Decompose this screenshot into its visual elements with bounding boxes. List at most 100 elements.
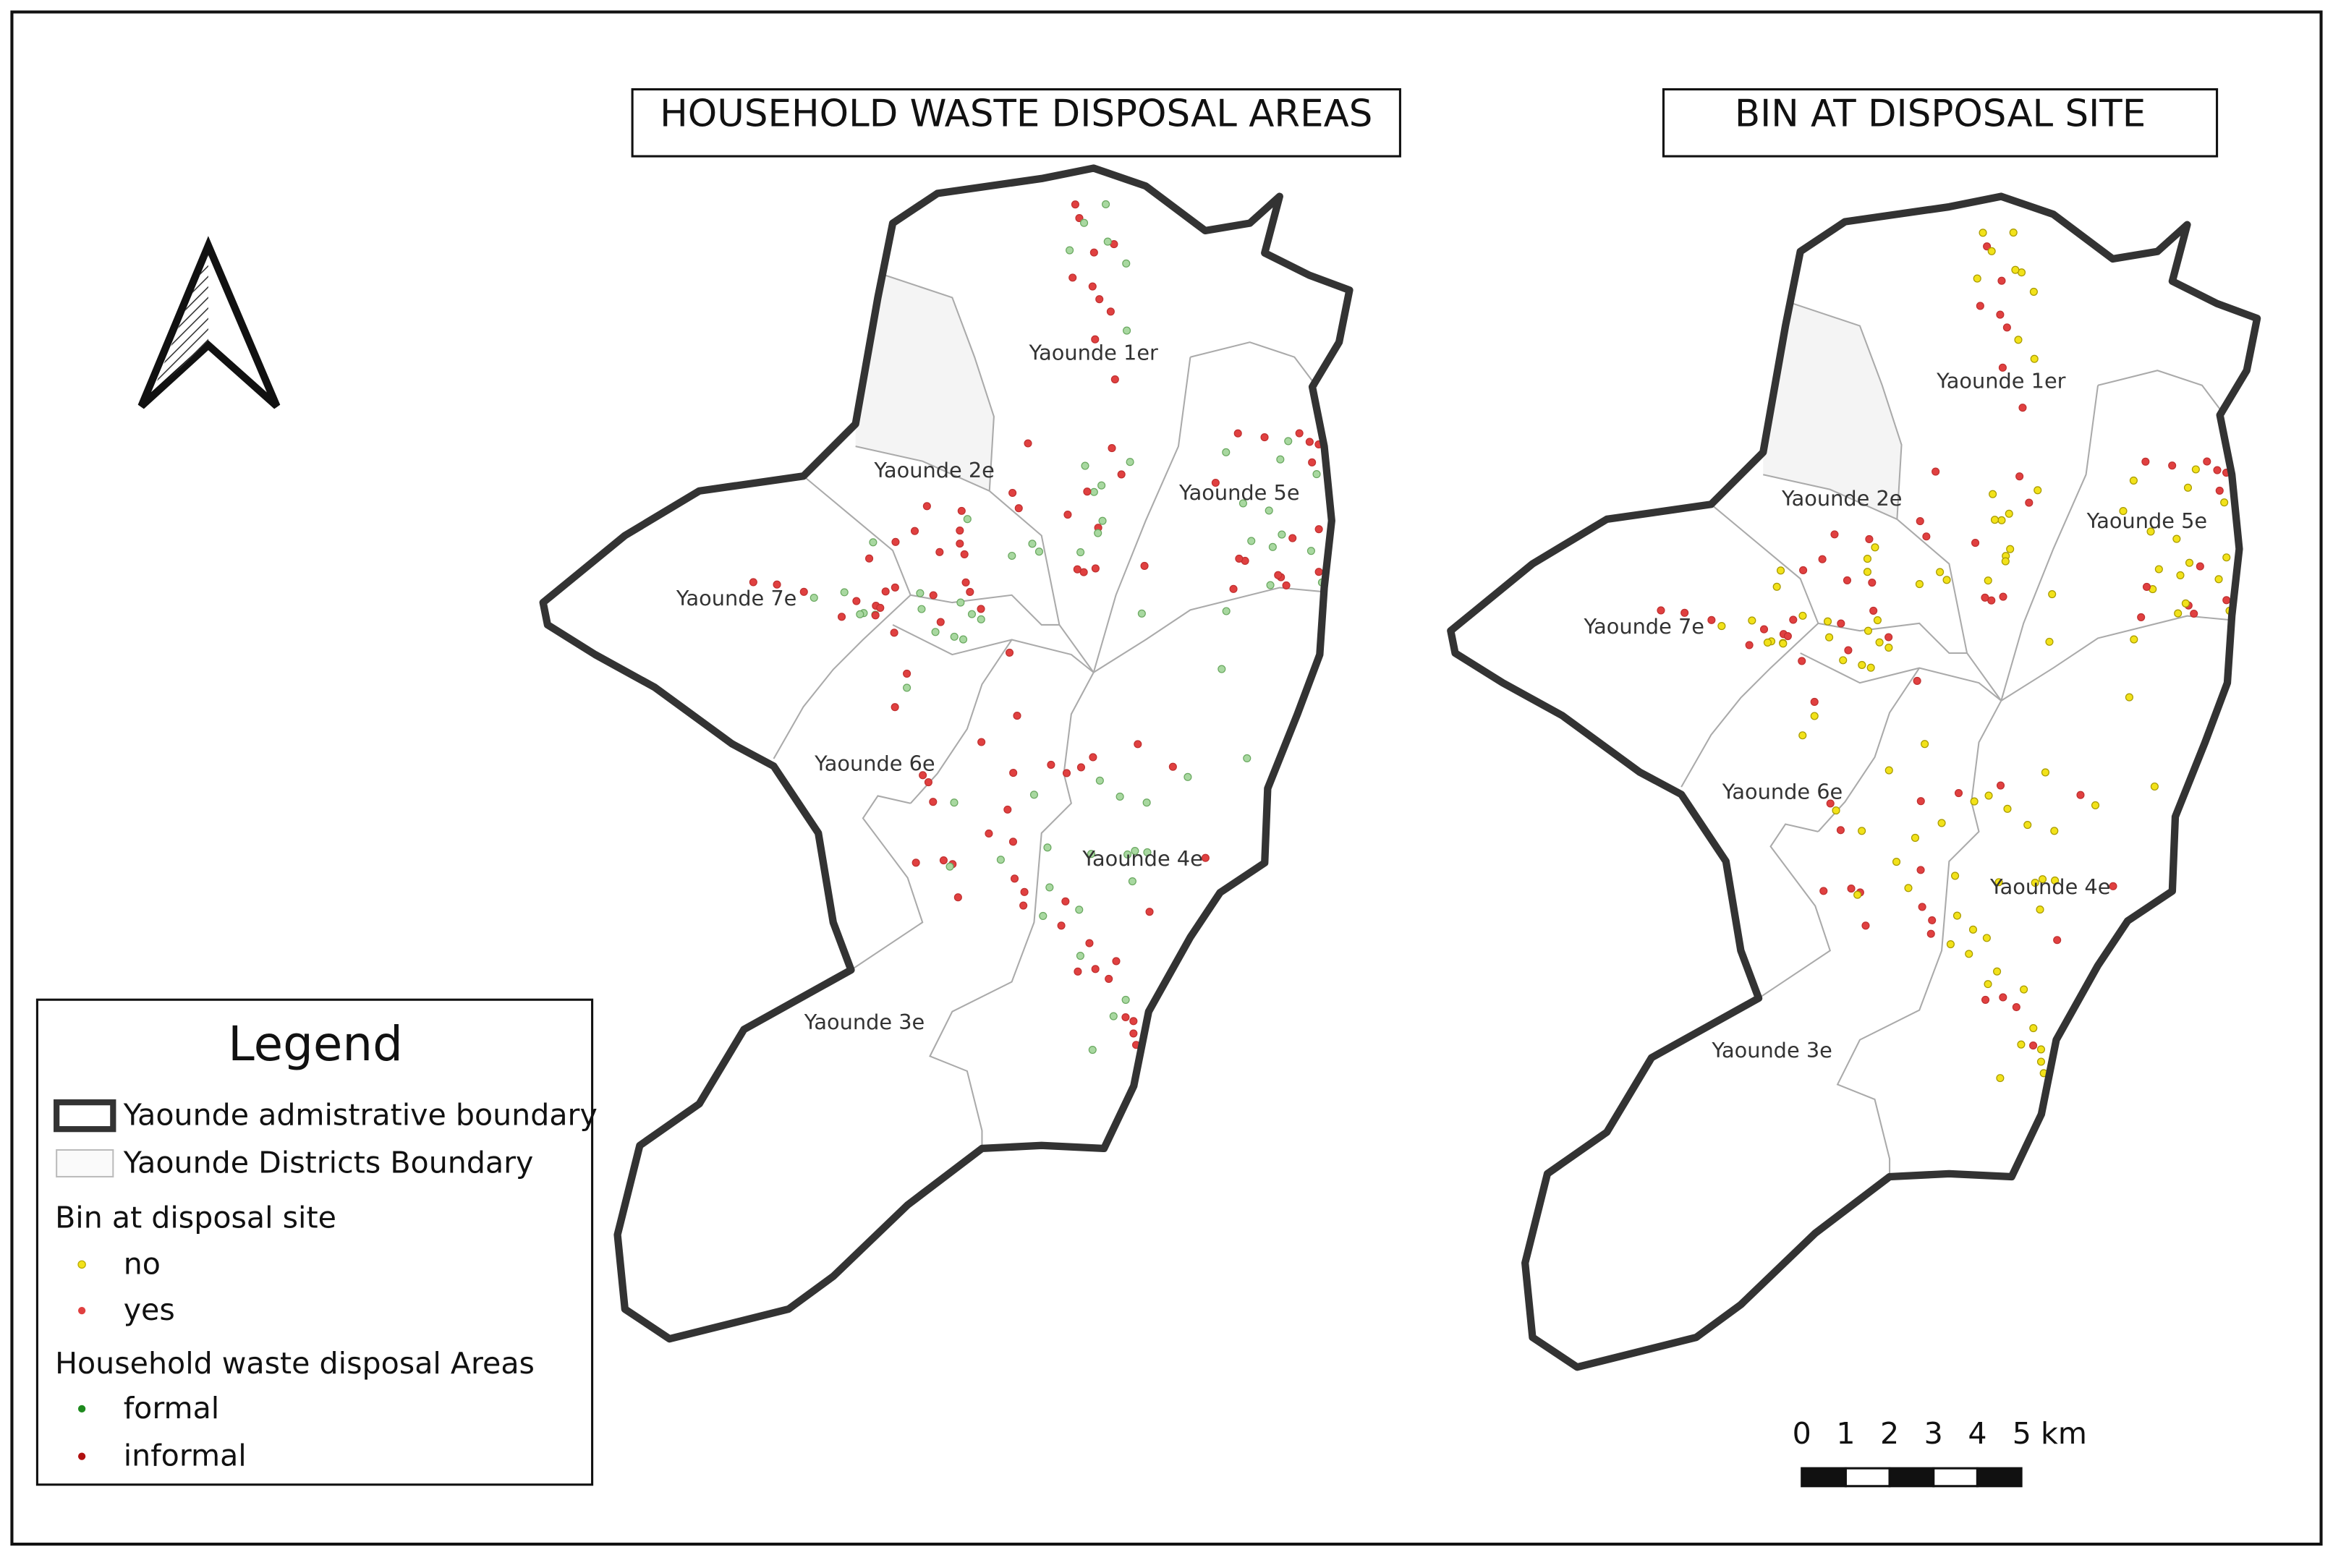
- disposal-point: [1936, 568, 1945, 576]
- district-map: Yaounde 1er Yaounde 2e Yaounde 5e Yaounde 7…: [539, 164, 1354, 1343]
- district-2e-fill: [855, 275, 994, 491]
- disposal-point: [1129, 1017, 1138, 1026]
- disposal-point: [996, 856, 1005, 864]
- disposal-point: [2031, 879, 2039, 887]
- disposal-point: [1772, 582, 1781, 591]
- scale-label: 2: [1880, 1416, 1899, 1451]
- disposal-point: [1312, 470, 1321, 479]
- disposal-point: [960, 550, 969, 558]
- disposal-point: [1864, 626, 1873, 635]
- disposal-point: [1121, 1013, 1130, 1022]
- disposal-point: [1117, 470, 1126, 479]
- disposal-point: [1128, 877, 1136, 886]
- disposal-point: [1825, 633, 1834, 642]
- disposal-point: [1115, 792, 1124, 801]
- disposal-point: [2130, 635, 2138, 644]
- disposal-point: [950, 632, 959, 641]
- disposal-point: [2020, 985, 2028, 994]
- disposal-point: [1996, 781, 2005, 790]
- district-label: Yaounde 4e: [1081, 846, 1203, 871]
- disposal-point: [1028, 540, 1037, 548]
- disposal-point: [1837, 619, 1845, 628]
- disposal-point: [749, 578, 757, 587]
- disposal-point: [1013, 712, 1021, 720]
- disposal-point: [1832, 806, 1840, 815]
- disposal-point: [1076, 952, 1084, 960]
- district-boundary: [1793, 302, 2235, 702]
- disposal-point: [1904, 884, 1913, 892]
- disposal-point: [891, 703, 899, 712]
- disposal-point: [1314, 568, 1323, 576]
- disposal-point: [1748, 616, 1756, 625]
- district-label: Yaounde 3e: [1711, 1038, 1832, 1062]
- district-label: Yaounde 2e: [873, 458, 995, 482]
- disposal-point: [1008, 838, 1018, 846]
- disposal-point: [967, 610, 977, 618]
- district-label: Yaounde 1er: [1029, 341, 1158, 365]
- disposal-point: [2142, 582, 2151, 592]
- disposal-point: [2015, 472, 2024, 481]
- disposal-point: [1946, 939, 1955, 949]
- disposal-point: [1020, 887, 1029, 896]
- disposal-point: [2011, 265, 2020, 274]
- disposal-point: [1075, 906, 1084, 914]
- disposal-point: [1779, 639, 1788, 648]
- disposal-point: [1266, 581, 1275, 589]
- disposal-point: [1971, 539, 1980, 547]
- disposal-point: [2213, 466, 2222, 474]
- disposal-point: [1922, 532, 1931, 541]
- district-label: Yaounde 2e: [1781, 486, 1903, 511]
- disposal-point: [2220, 498, 2229, 507]
- disposal-point: [1999, 993, 2007, 1002]
- district-boundary: [1092, 357, 1191, 673]
- disposal-point: [2154, 565, 2163, 574]
- disposal-point: [1826, 799, 1835, 808]
- legend-item: Yaounde Districts Boundary: [123, 1146, 534, 1180]
- disposal-point: [2125, 693, 2133, 702]
- disposal-point: [1010, 874, 1019, 883]
- disposal-point: [1211, 478, 1220, 487]
- district-boundary: [802, 475, 1060, 626]
- disposal-point: [1134, 740, 1142, 749]
- disposal-point: [1109, 1012, 1118, 1021]
- disposal-point: [1843, 576, 1852, 584]
- disposal-point: [2196, 562, 2204, 571]
- district-boundary: [1710, 503, 1968, 655]
- disposal-point: [1918, 903, 1926, 911]
- disposal-point: [1062, 769, 1071, 777]
- disposal-point: [961, 578, 970, 587]
- disposal-point: [903, 669, 911, 678]
- disposal-point: [2034, 486, 2042, 495]
- disposal-point: [1984, 791, 1993, 800]
- disposal-point: [1073, 565, 1081, 574]
- disposal-point: [1061, 897, 1070, 906]
- disposal-point: [1987, 247, 1996, 255]
- disposal-point: [1968, 925, 1978, 934]
- disposal-point: [1024, 439, 1032, 448]
- disposal-point: [977, 738, 986, 746]
- disposal-point: [939, 856, 948, 865]
- disposal-point: [950, 798, 959, 807]
- district-label: Yaounde 6e: [1722, 779, 1843, 804]
- disposal-point: [956, 598, 965, 607]
- disposal-point: [977, 615, 985, 623]
- disposal-point: [1094, 529, 1102, 537]
- disposal-point: [1869, 606, 1878, 615]
- disposal-point: [2129, 476, 2138, 485]
- disposal-point: [1970, 797, 1979, 806]
- disposal-point: [1798, 657, 1806, 665]
- disposal-point: [840, 588, 849, 597]
- disposal-point: [1089, 248, 1098, 257]
- disposal-point: [959, 635, 968, 644]
- legend-title: Legend: [228, 1016, 403, 1072]
- disposal-point: [1997, 276, 2006, 285]
- disposal-point: [1145, 908, 1154, 916]
- disposal-point: [1034, 547, 1043, 556]
- legend-group-title: Household waste disposal Areas: [55, 1346, 535, 1381]
- disposal-point: [1091, 335, 1100, 344]
- disposal-point: [1122, 259, 1131, 268]
- district-boundary: [1763, 474, 1898, 520]
- disposal-point: [1229, 584, 1238, 593]
